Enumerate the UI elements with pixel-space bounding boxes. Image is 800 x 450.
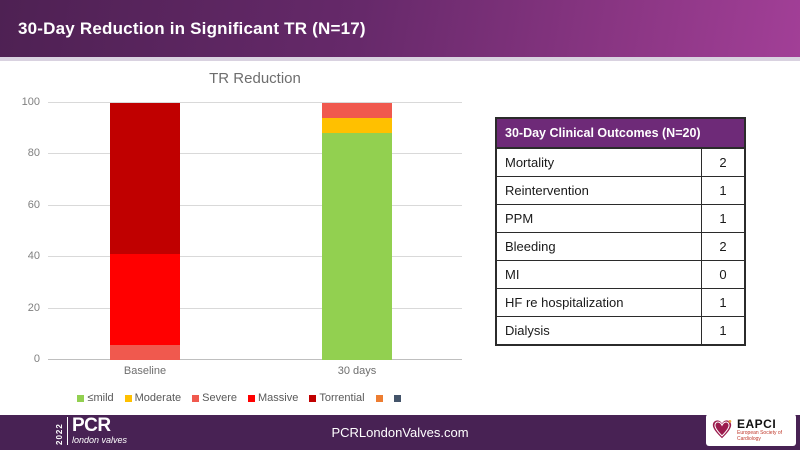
row-value: 1 [701, 317, 744, 344]
legend-swatch [124, 394, 132, 402]
clinical-outcomes-table: 30-Day Clinical Outcomes (N=20) Mortalit… [495, 117, 746, 346]
legend-swatch [247, 394, 255, 402]
heart-icon [712, 420, 732, 439]
gridline [48, 204, 462, 206]
y-axis-tick-label: 0 [33, 353, 40, 365]
bar-segment-Severe [110, 344, 180, 360]
eapci-logo: EAPCI European Society of Cardiology [706, 414, 796, 446]
table-row: Mortality 2 [497, 149, 744, 177]
logo-main: PCR [72, 415, 111, 436]
plot-area [48, 102, 462, 360]
gridline [48, 359, 462, 360]
y-axis-tick-label: 60 [27, 198, 40, 211]
x-axis-label: 30 days [337, 365, 377, 377]
y-axis-tick-label: 80 [27, 147, 40, 160]
tr-reduction-chart: TR Reduction ≤mild Moderate Severe Massive T… [0, 66, 478, 416]
eapci-text-block: EAPCI European Society of Cardiology [737, 418, 791, 442]
stacked-bar-30-days [322, 103, 392, 360]
row-value: 1 [701, 205, 744, 232]
bar-segment-≤mild [322, 133, 392, 360]
row-label: MI [505, 267, 520, 282]
legend-swatch [309, 394, 317, 402]
table-row: Dialysis 1 [497, 317, 744, 344]
website-text: PCRLondonValves.com [331, 425, 469, 440]
row-value: 2 [701, 149, 744, 176]
legend-item-Massive: Massive [247, 392, 299, 404]
table-row: HF re hospitalization 1 [497, 289, 744, 317]
bar-segment-Moderate [322, 118, 392, 134]
row-label: Reintervention [505, 183, 589, 198]
gridline [48, 102, 462, 103]
slide-footer: 2022 PCR london valves PCRLondonValves.c… [0, 414, 800, 450]
table-row: Bleeding 2 [497, 233, 744, 261]
row-label: HF re hospitalization [505, 295, 624, 310]
row-value: 0 [701, 261, 744, 288]
eapci-name: EAPCI [737, 417, 777, 431]
bar-segment-Torrential [110, 103, 180, 255]
row-value: 2 [701, 233, 744, 260]
gridline [48, 256, 462, 258]
gridline [48, 153, 462, 155]
legend-item-≤mild: ≤mild [77, 392, 114, 404]
legend-label: Torrential [319, 392, 365, 404]
table-row: PPM 1 [497, 205, 744, 233]
gridline [48, 307, 462, 309]
bar-segment-Severe [322, 103, 392, 119]
x-axis-label: Baseline [123, 365, 167, 377]
legend-item-unnamed [393, 394, 401, 402]
chart-title: TR Reduction [209, 70, 301, 87]
row-label: Dialysis [505, 323, 550, 338]
pcr-london-valves-logo: 2022 PCR london valves [55, 415, 128, 445]
row-label: Bleeding [505, 239, 556, 254]
legend-item-Severe: Severe [192, 392, 237, 404]
row-label: Mortality [505, 155, 555, 170]
stacked-bar-baseline [110, 103, 180, 360]
legend-item-Torrential: Torrential [309, 392, 365, 404]
header-divider [0, 57, 800, 61]
bar-segment-Massive [110, 254, 180, 345]
eapci-tagline: European Society of Cardiology [737, 430, 783, 442]
legend-swatch [393, 394, 401, 402]
legend-label: Severe [202, 392, 237, 404]
legend-swatch [192, 394, 200, 402]
table-row: MI 0 [497, 261, 744, 289]
table-header: 30-Day Clinical Outcomes (N=20) [497, 119, 744, 149]
row-label: PPM [505, 211, 534, 226]
y-axis-tick-label: 20 [27, 301, 40, 314]
chart-legend: ≤mild Moderate Severe Massive Torrential [0, 392, 478, 404]
logo-text-block: PCR london valves [67, 415, 128, 445]
y-axis-tick-label: 40 [27, 250, 40, 263]
slide-header: 30-Day Reduction in Significant TR (N=17… [0, 0, 800, 57]
row-value: 1 [701, 177, 744, 204]
row-value: 1 [701, 289, 744, 316]
table-row: Reintervention 1 [497, 177, 744, 205]
logo-sub: london valves [72, 435, 128, 445]
page-title: 30-Day Reduction in Significant TR (N=17… [18, 18, 366, 38]
legend-item-Moderate: Moderate [124, 392, 182, 404]
legend-label: ≤mild [87, 392, 114, 404]
y-axis-tick-label: 100 [21, 96, 40, 108]
legend-item-unnamed [375, 394, 383, 402]
legend-label: Massive [257, 392, 299, 404]
legend-swatch [375, 394, 383, 402]
legend-label: Moderate [134, 392, 182, 404]
legend-swatch [77, 394, 85, 402]
